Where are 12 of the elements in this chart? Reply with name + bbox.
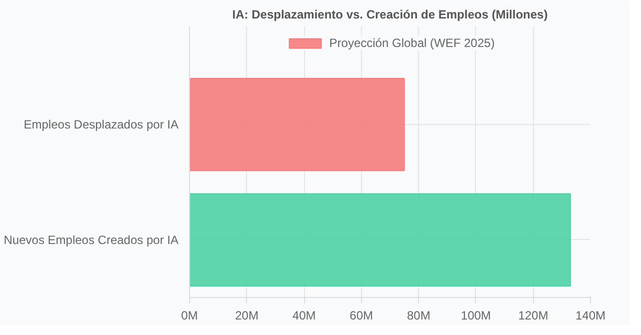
- x-tick-label: 140M: [575, 308, 606, 322]
- y-tick-label: Nuevos Empleos Creados por IA: [4, 232, 178, 247]
- x-tick-label: 0M: [181, 308, 198, 322]
- x-tick-label: 80M: [406, 308, 430, 322]
- y-tick-label: Empleos Desplazados por IA: [24, 118, 179, 132]
- x-tick-label: 60M: [350, 308, 374, 322]
- x-tick-label: 100M: [460, 308, 491, 322]
- x-tick-label: 120M: [518, 308, 548, 322]
- chart-title: IA: Desplazamiento vs. Creación de Empleos (Millones): [232, 8, 548, 22]
- legend-label: Proyección Global (WEF 2025): [329, 36, 495, 50]
- x-tick-label: 40M: [292, 308, 316, 322]
- x-tick-label: 20M: [235, 308, 258, 322]
